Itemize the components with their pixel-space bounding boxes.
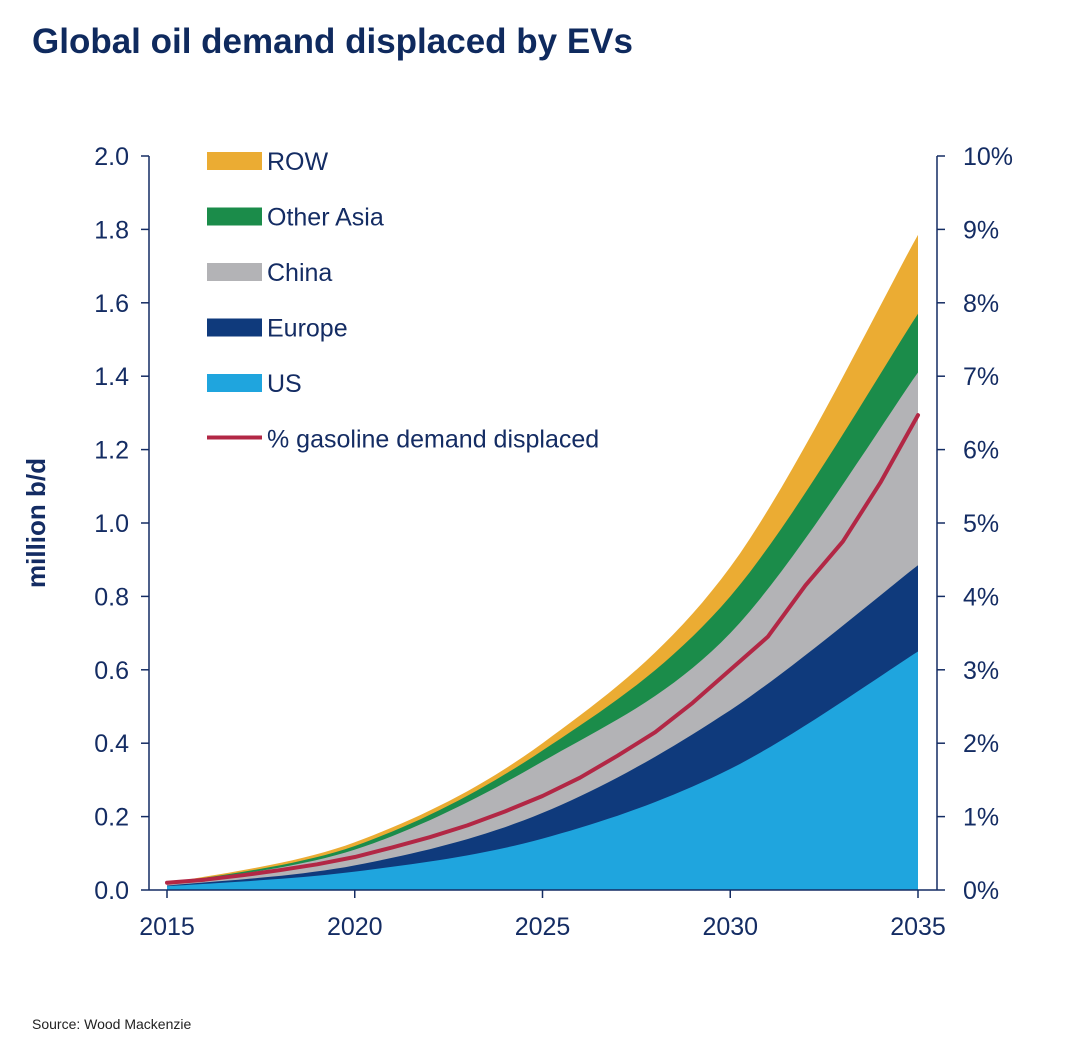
y2-tick-label: 10%: [963, 143, 1013, 171]
y-tick-label: 1.0: [94, 510, 129, 538]
x-tick-label: 2030: [702, 913, 758, 941]
y-tick-label: 0.8: [94, 583, 129, 611]
legend-swatch: [207, 263, 262, 281]
areas: [167, 234, 918, 890]
y2-tick-label: 5%: [963, 510, 999, 538]
y2-tick-label: 6%: [963, 437, 999, 465]
y-tick-label: 0.4: [94, 730, 129, 758]
y-tick-label: 0.2: [94, 804, 129, 832]
y2-tick-label: 1%: [963, 804, 999, 832]
legend-swatch: [207, 374, 262, 392]
y-tick-label: 0.6: [94, 657, 129, 685]
y-axis-label: million b/d: [21, 458, 51, 588]
y-tick-label: 2.0: [94, 143, 129, 171]
area-us: [167, 651, 918, 890]
y2-tick-label: 7%: [963, 363, 999, 391]
y-tick-label: 1.8: [94, 216, 129, 244]
legend-label: % gasoline demand displaced: [267, 426, 599, 454]
y-tick-label: 1.2: [94, 437, 129, 465]
y2-tick-label: 4%: [963, 583, 999, 611]
chart-title: Global oil demand displaced by EVs: [32, 22, 633, 61]
legend-label: US: [267, 370, 302, 398]
y-tick-label: 1.4: [94, 363, 129, 391]
x-tick-label: 2035: [890, 913, 946, 941]
source-note: Source: Wood Mackenzie: [32, 1016, 192, 1032]
legend-label: Europe: [267, 315, 348, 343]
y2-tick-label: 8%: [963, 290, 999, 318]
legend-swatch: [207, 318, 262, 337]
line-layer: [165, 413, 920, 885]
y-tick-label: 1.6: [94, 290, 129, 318]
y2-tick-label: 3%: [963, 657, 999, 685]
x-tick-label: 2015: [139, 913, 195, 941]
legend-swatch: [207, 207, 262, 226]
legend-label: China: [267, 259, 332, 287]
legend-label: ROW: [267, 148, 329, 176]
x-tick-label: 2025: [515, 913, 571, 941]
x-tick-label: 2020: [327, 913, 383, 941]
chart: 0.0 0.2 0.4 0.6 0.8 1.0 1.2 1.4 1.6 1.8 2.0 0% 1% 2% 3…: [21, 143, 1013, 941]
y2-tick-label: 9%: [963, 216, 999, 244]
axes: 0.0 0.2 0.4 0.6 0.8 1.0 1.2 1.4 1.6 1.8 2.0 0% 1% 2% 3…: [94, 143, 1013, 941]
y-tick-label: 0.0: [94, 877, 129, 905]
legend: ROW Other Asia China Europe US % gasoline dem…: [207, 148, 599, 454]
line-gasoline-displaced: [165, 413, 920, 885]
y2-tick-label: 0%: [963, 877, 999, 905]
y2-tick-label: 2%: [963, 730, 999, 758]
legend-swatch: [207, 152, 262, 170]
legend-label: Other Asia: [267, 204, 384, 232]
